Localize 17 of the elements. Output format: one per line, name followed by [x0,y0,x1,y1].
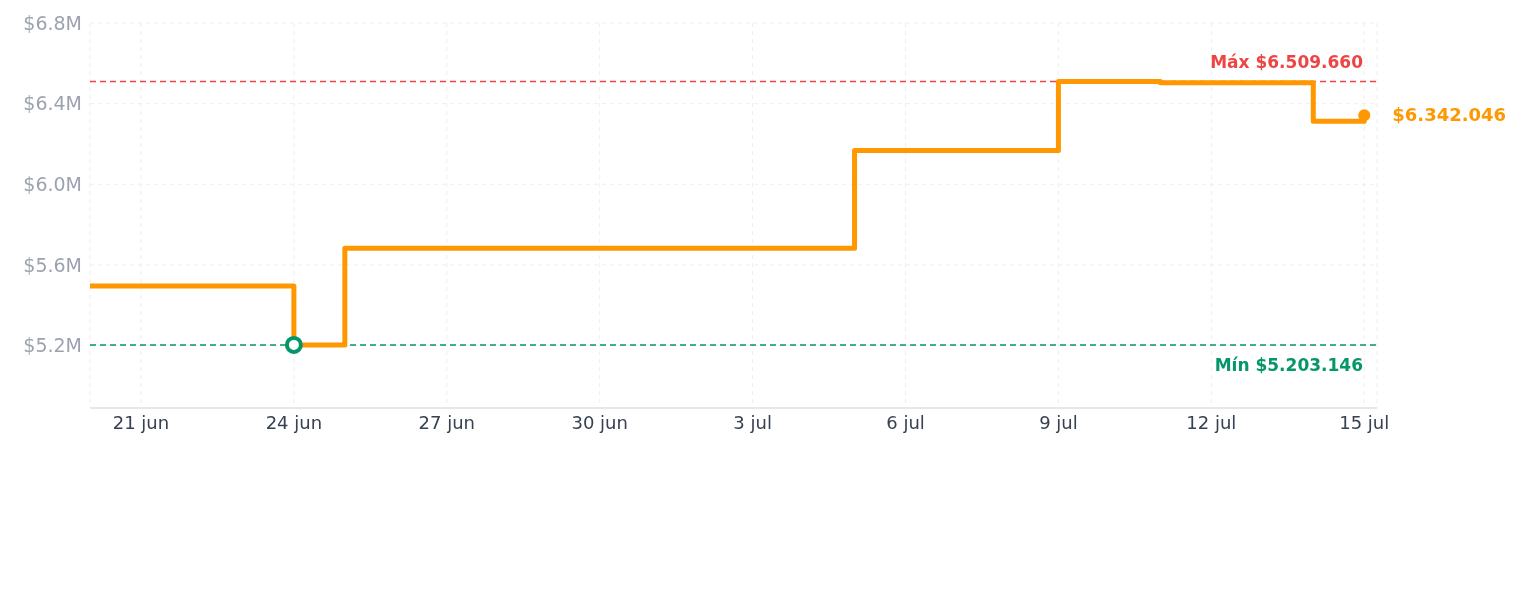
y-tick-label: $6.8M [23,11,82,34]
x-tick-label: 15 jul [1339,411,1390,433]
x-tick-label: 9 jul [1039,411,1078,433]
x-tick-label: 24 jun [265,411,323,433]
x-tick-label: 3 jul [733,411,772,433]
ref-line-label: Máx $6.509.660 [1210,51,1364,72]
data-label: $6.342.046 [1392,104,1507,126]
y-tick-label: $6.4M [23,92,82,115]
y-tick-label: $5.2M [23,334,82,357]
x-tick-label: 27 jun [418,411,476,433]
ref-line-label: Mín $5.203.146 [1214,354,1363,375]
y-tick-label: $6.0M [23,173,82,195]
x-tick-label: 12 jul [1186,411,1237,433]
x-tick-label: 6 jul [886,411,925,433]
y-tick-label: $5.6M [23,253,82,276]
x-tick-label: 30 jun [571,411,628,433]
x-tick-label: 21 jun [112,411,170,433]
